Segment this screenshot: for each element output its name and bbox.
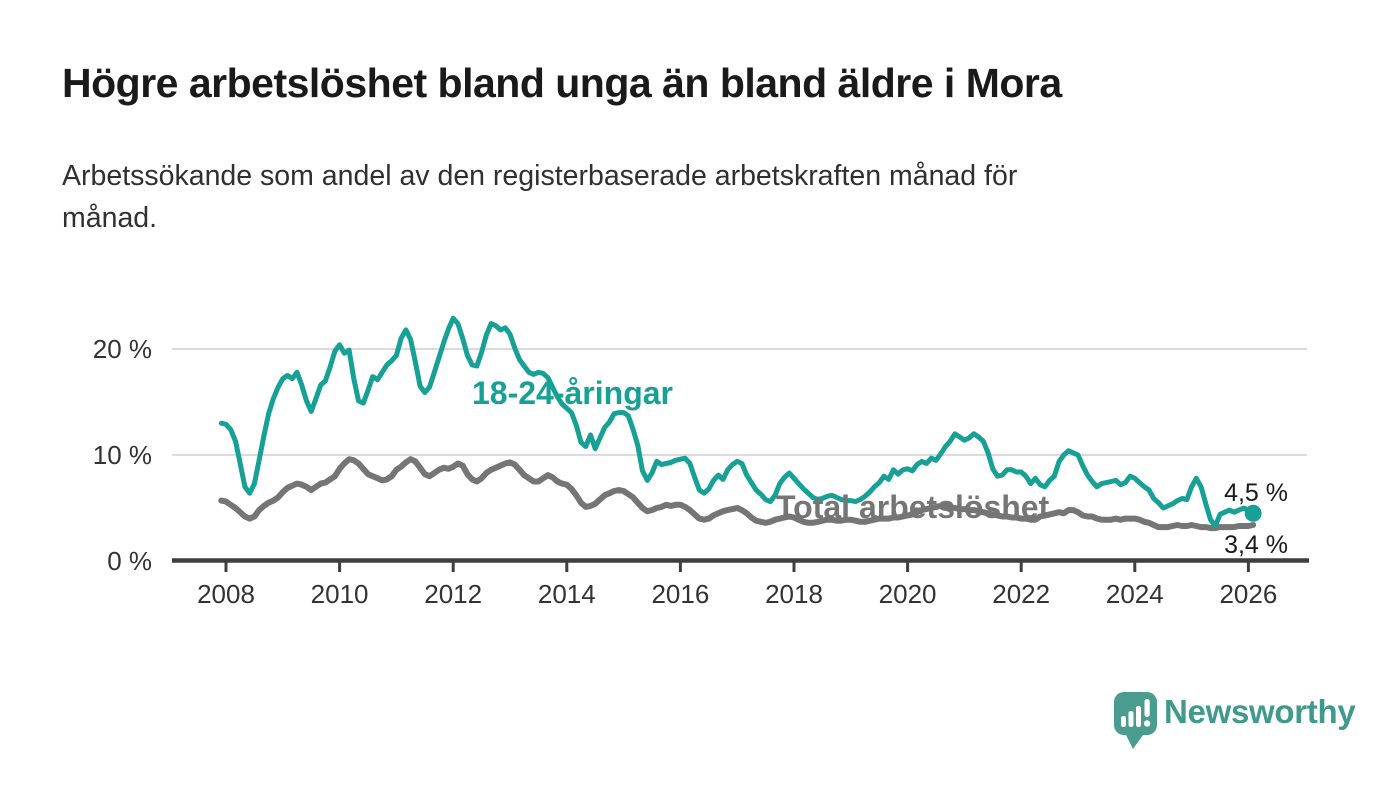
newsworthy-logo: Newsworthy (1113, 691, 1356, 751)
logo-bar-3 (1136, 706, 1141, 727)
series-line-young (218, 315, 1256, 529)
newsworthy-wordmark: Newsworthy (1164, 693, 1356, 730)
logo-exclamation-dot (1143, 720, 1151, 727)
y-axis-tick-labels: 0 % 10 % 20 % (93, 334, 152, 576)
logo-bar-1 (1121, 716, 1126, 727)
logo-bubble (1114, 692, 1157, 735)
logo-bubble-tail (1124, 731, 1146, 749)
subtitle-line-1: Arbetssökande som andel av den registerb… (62, 160, 1018, 192)
newsworthy-logo-icon (1114, 692, 1157, 749)
end-value-label-young: 4,5 % (1224, 479, 1288, 507)
x-axis-tick-labels: 2008 2010 2012 2014 2016 2018 2020 2022 2024 2026 (197, 579, 1277, 609)
y-tick-label-20: 20 % (93, 334, 152, 364)
chart-annotations: 18-24-åringar Total arbetslöshet 4,5 % 3… (472, 375, 1288, 559)
chart-subtitle: Arbetssökande som andel av den registerb… (62, 155, 1262, 239)
end-value-label-total: 3,4 % (1224, 531, 1288, 559)
series-lines (218, 315, 1257, 532)
x-tick-label-2010: 2010 (311, 579, 369, 609)
x-tick-label-2008: 2008 (197, 579, 255, 609)
x-tick-label-2020: 2020 (879, 579, 937, 609)
series-end-dot-young (1244, 504, 1262, 522)
series-label-total: Total arbetslöshet (776, 489, 1050, 525)
logo-exclamation-bar (1144, 699, 1150, 717)
x-tick-label-2012: 2012 (424, 579, 482, 609)
subtitle-line-2: månad. (62, 202, 158, 234)
x-tick-label-2014: 2014 (538, 579, 596, 609)
x-tick-label-2018: 2018 (765, 579, 823, 609)
x-axis-ticks (224, 562, 1250, 572)
series-line-total (218, 456, 1257, 532)
y-gridlines (172, 348, 1307, 456)
x-tick-label-2022: 2022 (992, 579, 1050, 609)
y-tick-label-10: 10 % (93, 440, 152, 470)
x-tick-label-2016: 2016 (651, 579, 709, 609)
logo-bar-2 (1128, 711, 1134, 727)
y-tick-label-0: 0 % (107, 546, 152, 576)
page-title: Högre arbetslöshet bland unga än bland ä… (62, 60, 1062, 106)
x-tick-label-2026: 2026 (1219, 579, 1277, 609)
x-tick-label-2024: 2024 (1106, 579, 1164, 609)
series-label-young: 18-24-åringar (472, 375, 673, 411)
